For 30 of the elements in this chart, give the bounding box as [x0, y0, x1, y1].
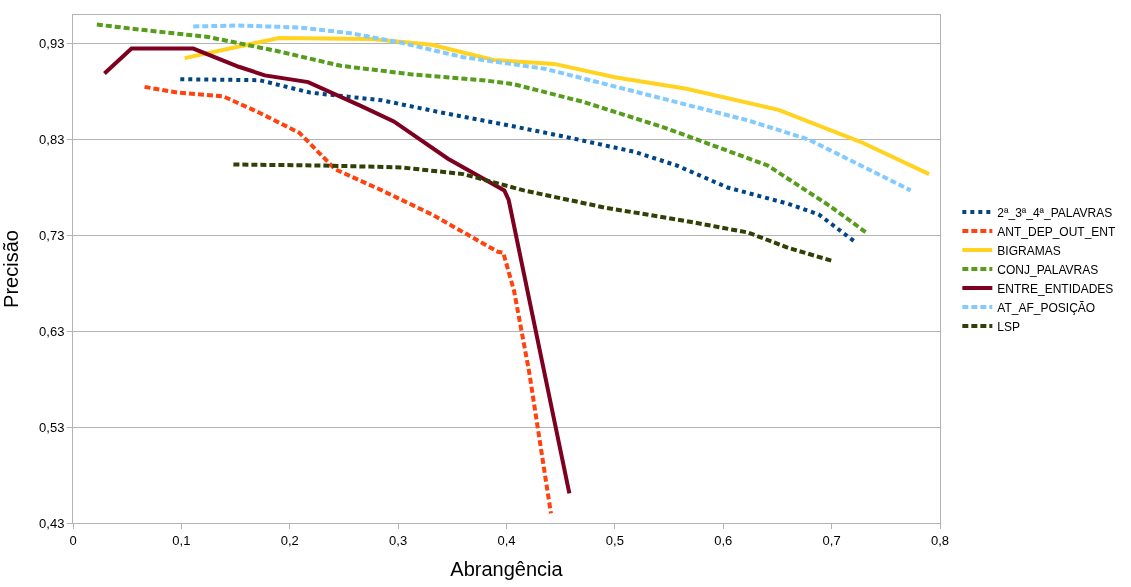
y-tick-label: 0,73 [39, 228, 65, 243]
x-tick-label: 0,3 [389, 532, 408, 548]
x-tick-label: 0,5 [605, 532, 624, 548]
legend-label: AT_AF_POSIÇÃO [997, 300, 1096, 315]
line-series [94, 22, 869, 235]
x-tick-label: 0,7 [822, 532, 841, 548]
line-series [191, 23, 913, 193]
y-tick-label: 0,83 [39, 132, 65, 148]
x-tick-label: 0,8 [930, 532, 950, 548]
x-tick-label: 0,1 [172, 532, 191, 548]
y-axis-title: Precisão [0, 230, 22, 308]
line-series [178, 77, 858, 245]
x-tick-label: 0,4 [497, 532, 516, 548]
x-tick-label: 0,2 [280, 532, 299, 548]
y-tick-label: 0,43 [39, 515, 65, 531]
legend-label: 2ª_3ª_4ª_PALAVRAS [997, 205, 1113, 220]
x-tick-label: 0,6 [714, 532, 733, 548]
legend-label: ENTRE_ENTIDADES [997, 281, 1114, 296]
y-tick-label: 0,63 [39, 323, 65, 339]
legend-label: BIGRAMAS [997, 243, 1061, 258]
line-series [102, 46, 572, 496]
legend-label: ANT_DEP_OUT_ENT [997, 224, 1117, 239]
x-axis-title: Abrangência [450, 558, 564, 581]
line-series [182, 36, 932, 177]
x-tick-label: 0 [69, 532, 77, 548]
line-series [142, 84, 553, 516]
y-tick-label: 0,53 [39, 419, 65, 435]
legend-label: LSP [997, 319, 1021, 334]
legend-label: CONJ_PALAVRAS [997, 262, 1099, 277]
y-tick-label: 0,93 [39, 36, 65, 52]
